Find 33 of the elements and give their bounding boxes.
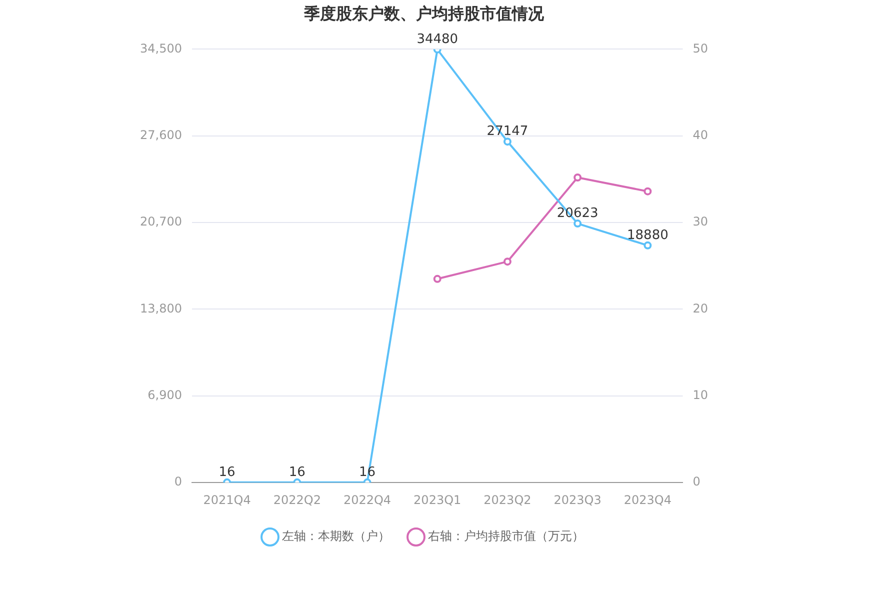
y2-tick-label: 0 [692, 474, 700, 489]
x-tick-label: 2023Q2 [484, 492, 532, 507]
point [574, 173, 582, 182]
data-label: 18880 [627, 228, 668, 243]
x-tick-label: 2023Q4 [624, 492, 672, 507]
y-tick-label: 34,500 [140, 41, 182, 56]
y-tick-label: 27,600 [140, 128, 182, 142]
y2-tick-label: 20 [692, 301, 708, 316]
y2-tick-label: 50 [692, 41, 708, 56]
legend-label: 右轴：户均持股市值（万元） [428, 529, 584, 544]
data-label: 34480 [416, 32, 458, 47]
y-tick-label: 6,900 [148, 388, 182, 402]
x-tick-label: 2021Q4 [203, 492, 251, 507]
point [503, 258, 512, 266]
point [644, 187, 652, 196]
x-tick-label: 2023Q3 [554, 492, 602, 507]
x-tick-label: 2022Q4 [343, 492, 392, 507]
point [433, 274, 442, 283]
chart-title: 季度股东户数、户均持股市值情况 [303, 4, 545, 23]
point [644, 241, 652, 250]
y2-tick-label: 10 [692, 388, 708, 402]
point [574, 220, 582, 228]
y-tick-label: 13,800 [140, 301, 182, 316]
y-tick-label: 0 [174, 474, 182, 489]
data-label: 16 [288, 464, 306, 480]
legend-label: 左轴：本期数（户） [282, 529, 390, 544]
x-tick-label: 2023Q1 [414, 492, 462, 507]
data-label: 16 [218, 464, 236, 480]
point [503, 138, 512, 146]
y-tick-label: 20,700 [140, 214, 182, 229]
y2-tick-label: 40 [692, 128, 708, 142]
y2-tick-label: 30 [692, 214, 708, 229]
x-tick-label: 2022Q2 [273, 492, 321, 507]
